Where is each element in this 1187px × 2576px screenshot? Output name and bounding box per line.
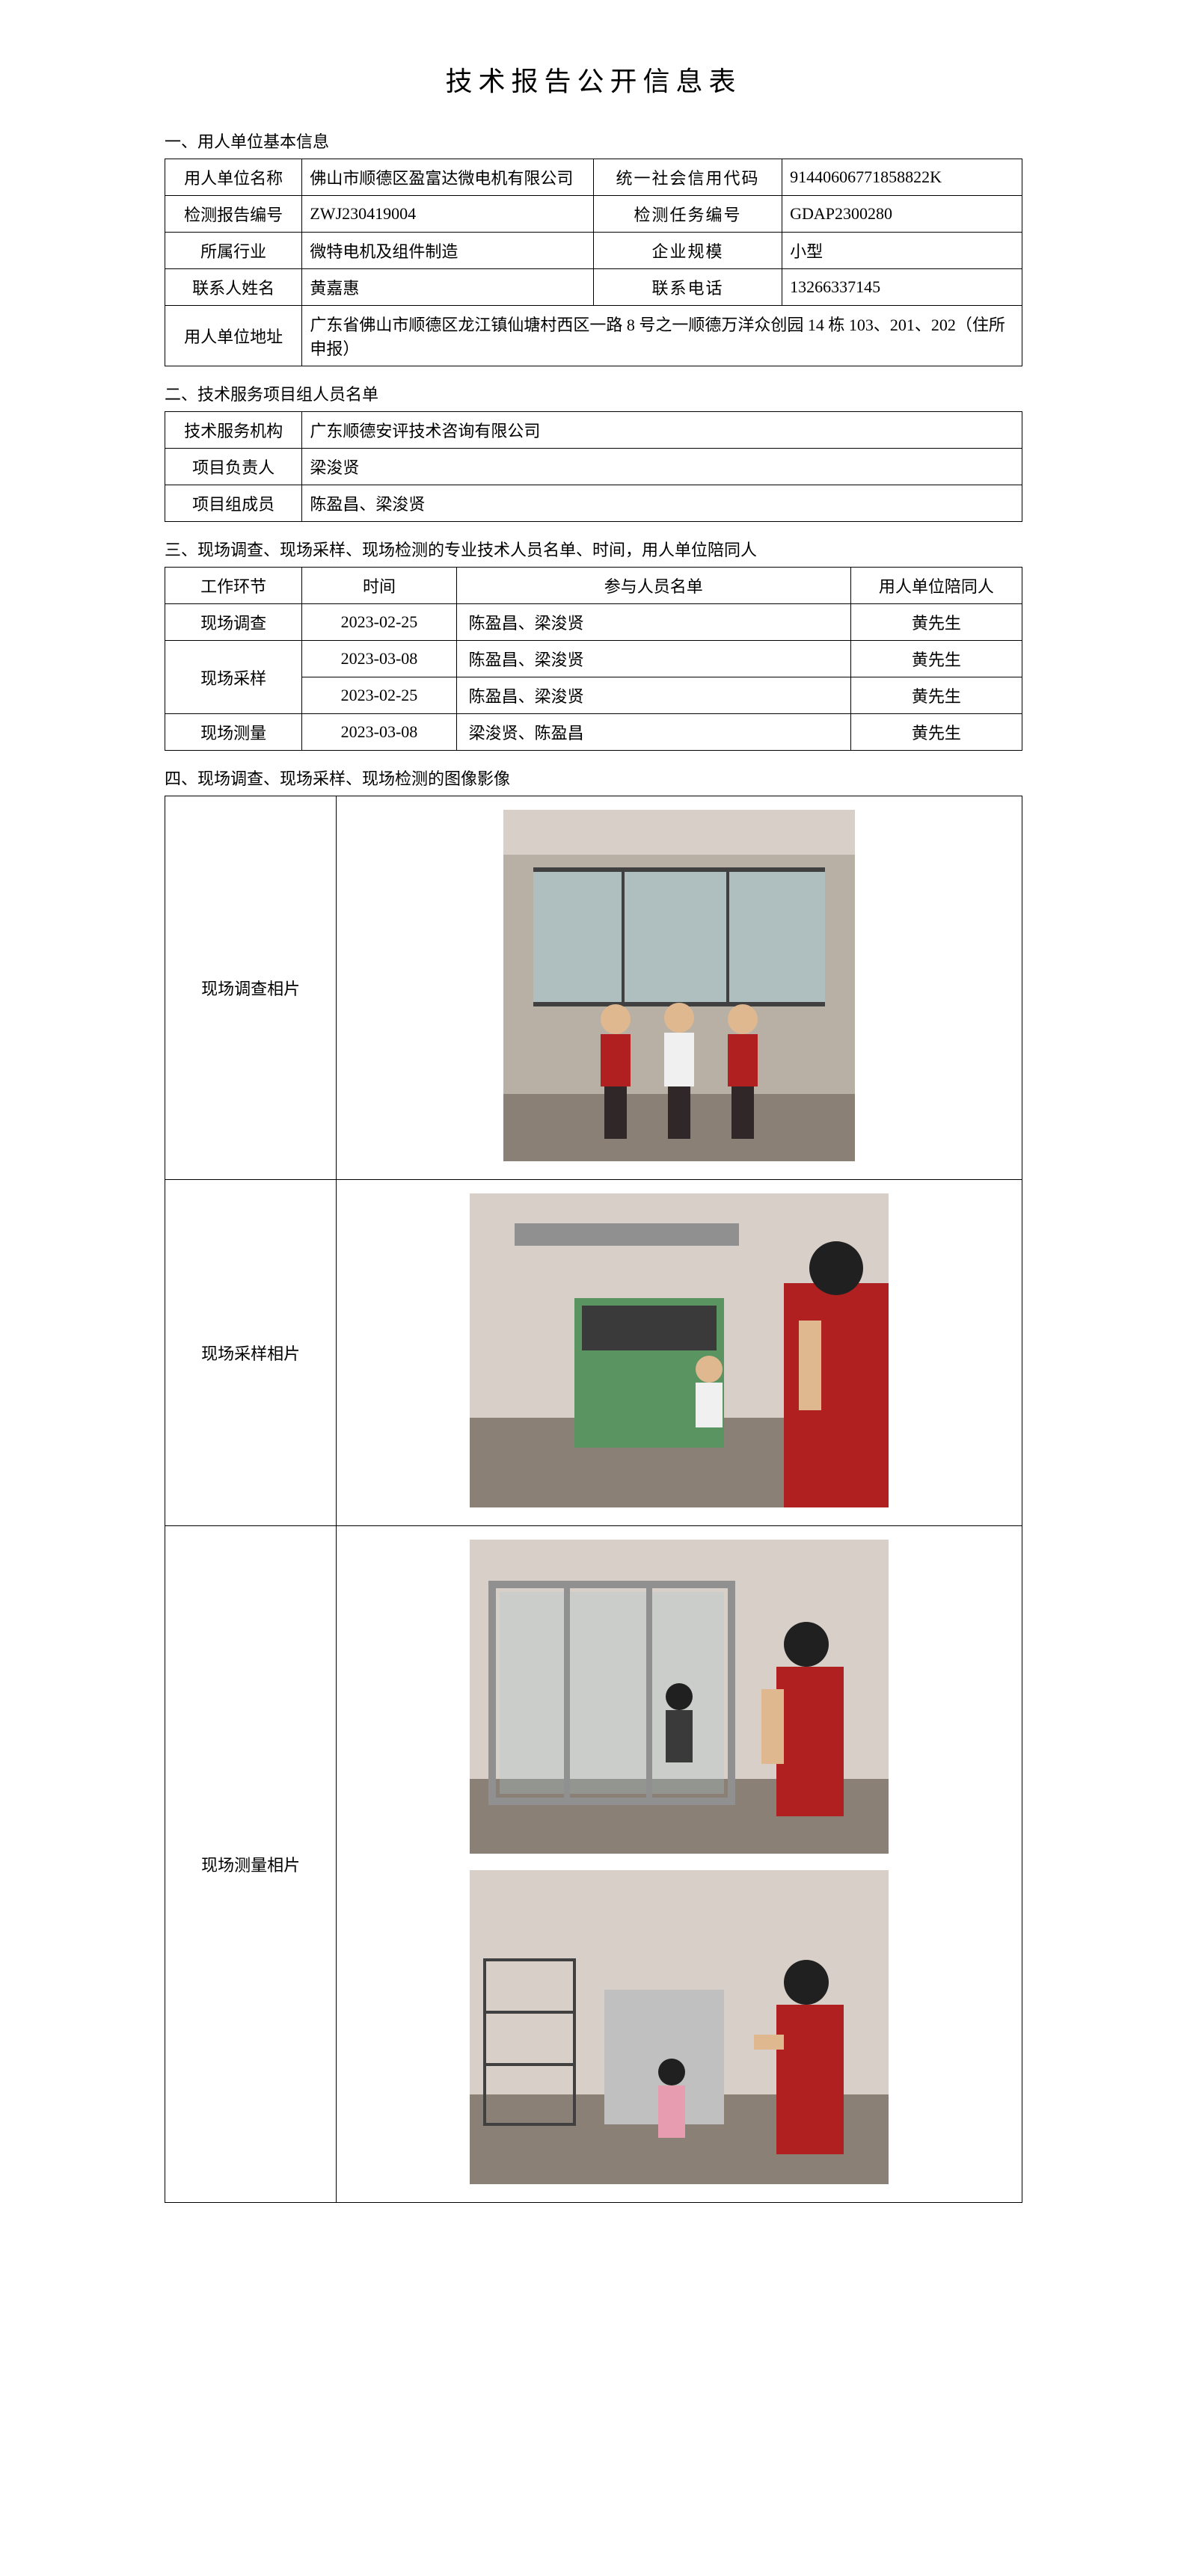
cell-measure-photo xyxy=(337,1526,1022,2203)
label-task-no: 检测任务编号 xyxy=(593,196,782,233)
table-row: 现场采样相片 xyxy=(165,1180,1022,1526)
cell-participants: 陈盈昌、梁浚贤 xyxy=(456,641,850,677)
table-row: 所属行业 微特电机及组件制造 企业规模 小型 xyxy=(165,233,1022,269)
cell-accompany: 黄先生 xyxy=(850,641,1022,677)
label-survey-photo: 现场调查相片 xyxy=(165,796,337,1180)
section1-heading: 一、用人单位基本信息 xyxy=(165,129,1022,153)
page-title: 技术报告公开信息表 xyxy=(165,60,1022,99)
cell-accompany: 黄先生 xyxy=(850,677,1022,714)
table-photos: 现场调查相片 xyxy=(165,796,1022,2203)
value-org: 广东顺德安评技术咨询有限公司 xyxy=(302,412,1022,449)
label-contact-phone: 联系电话 xyxy=(593,269,782,306)
cell-participants: 陈盈昌、梁浚贤 xyxy=(456,604,850,641)
table-row: 技术服务机构 广东顺德安评技术咨询有限公司 xyxy=(165,412,1022,449)
cell-time: 2023-03-08 xyxy=(302,714,456,751)
table-row: 用人单位地址 广东省佛山市顺德区龙江镇仙塘村西区一路 8 号之一顺德万洋众创园 … xyxy=(165,306,1022,366)
label-sampling-photo: 现场采样相片 xyxy=(165,1180,337,1526)
value-credit-code: 91440606771858822K xyxy=(782,159,1022,196)
table-row: 现场测量相片 xyxy=(165,1526,1022,2203)
cell-stage: 现场调查 xyxy=(165,604,302,641)
table-row: 项目负责人 梁浚贤 xyxy=(165,449,1022,485)
value-report-no: ZWJ230419004 xyxy=(302,196,594,233)
cell-stage: 现场测量 xyxy=(165,714,302,751)
table-header-row: 工作环节 时间 参与人员名单 用人单位陪同人 xyxy=(165,568,1022,604)
value-industry: 微特电机及组件制造 xyxy=(302,233,594,269)
cell-participants: 陈盈昌、梁浚贤 xyxy=(456,677,850,714)
table-row: 项目组成员 陈盈昌、梁浚贤 xyxy=(165,485,1022,522)
cell-stage: 现场采样 xyxy=(165,641,302,714)
table-row: 现场调查 2023-02-25 陈盈昌、梁浚贤 黄先生 xyxy=(165,604,1022,641)
cell-time: 2023-03-08 xyxy=(302,641,456,677)
value-task-no: GDAP2300280 xyxy=(782,196,1022,233)
section3-heading: 三、现场调查、现场采样、现场检测的专业技术人员名单、时间，用人单位陪同人 xyxy=(165,537,1022,561)
table-basic-info: 用人单位名称 佛山市顺德区盈富达微电机有限公司 统一社会信用代码 9144060… xyxy=(165,159,1022,366)
label-scale: 企业规模 xyxy=(593,233,782,269)
cell-time: 2023-02-25 xyxy=(302,604,456,641)
sampling-photo-svg xyxy=(470,1193,889,1507)
header-stage: 工作环节 xyxy=(165,568,302,604)
section2-heading: 二、技术服务项目组人员名单 xyxy=(165,381,1022,405)
value-employer-name: 佛山市顺德区盈富达微电机有限公司 xyxy=(302,159,594,196)
cell-participants: 梁浚贤、陈盈昌 xyxy=(456,714,850,751)
table-row: 现场调查相片 xyxy=(165,796,1022,1180)
cell-accompany: 黄先生 xyxy=(850,714,1022,751)
label-industry: 所属行业 xyxy=(165,233,302,269)
label-employer-name: 用人单位名称 xyxy=(165,159,302,196)
label-credit-code: 统一社会信用代码 xyxy=(593,159,782,196)
table-row: 现场采样 2023-03-08 陈盈昌、梁浚贤 黄先生 xyxy=(165,641,1022,677)
label-report-no: 检测报告编号 xyxy=(165,196,302,233)
survey-photo xyxy=(503,810,855,1161)
cell-sampling-photo xyxy=(337,1180,1022,1526)
label-contact-name: 联系人姓名 xyxy=(165,269,302,306)
value-address: 广东省佛山市顺德区龙江镇仙塘村西区一路 8 号之一顺德万洋众创园 14 栋 10… xyxy=(302,306,1022,366)
table-row: 用人单位名称 佛山市顺德区盈富达微电机有限公司 统一社会信用代码 9144060… xyxy=(165,159,1022,196)
header-accompany: 用人单位陪同人 xyxy=(850,568,1022,604)
label-org: 技术服务机构 xyxy=(165,412,302,449)
header-time: 时间 xyxy=(302,568,456,604)
measure-photo-1 xyxy=(470,1540,889,1854)
table-team: 技术服务机构 广东顺德安评技术咨询有限公司 项目负责人 梁浚贤 项目组成员 陈盈… xyxy=(165,411,1022,522)
measure-photo-2-svg xyxy=(470,1870,889,2184)
cell-accompany: 黄先生 xyxy=(850,604,1022,641)
measure-photo-2 xyxy=(470,1870,889,2184)
cell-survey-photo xyxy=(337,796,1022,1180)
table-row: 联系人姓名 黄嘉惠 联系电话 13266337145 xyxy=(165,269,1022,306)
table-row: 现场测量 2023-03-08 梁浚贤、陈盈昌 黄先生 xyxy=(165,714,1022,751)
cell-time: 2023-02-25 xyxy=(302,677,456,714)
label-measure-photo: 现场测量相片 xyxy=(165,1526,337,2203)
label-address: 用人单位地址 xyxy=(165,306,302,366)
sampling-photo xyxy=(470,1193,889,1507)
section4-heading: 四、现场调查、现场采样、现场检测的图像影像 xyxy=(165,766,1022,790)
value-contact-name: 黄嘉惠 xyxy=(302,269,594,306)
table-fieldwork: 工作环节 时间 参与人员名单 用人单位陪同人 现场调查 2023-02-25 陈… xyxy=(165,567,1022,751)
table-row: 检测报告编号 ZWJ230419004 检测任务编号 GDAP2300280 xyxy=(165,196,1022,233)
value-contact-phone: 13266337145 xyxy=(782,269,1022,306)
measure-photo-1-svg xyxy=(470,1540,889,1854)
value-scale: 小型 xyxy=(782,233,1022,269)
value-members: 陈盈昌、梁浚贤 xyxy=(302,485,1022,522)
header-participants: 参与人员名单 xyxy=(456,568,850,604)
value-leader: 梁浚贤 xyxy=(302,449,1022,485)
survey-photo-svg xyxy=(503,810,855,1161)
label-leader: 项目负责人 xyxy=(165,449,302,485)
label-members: 项目组成员 xyxy=(165,485,302,522)
